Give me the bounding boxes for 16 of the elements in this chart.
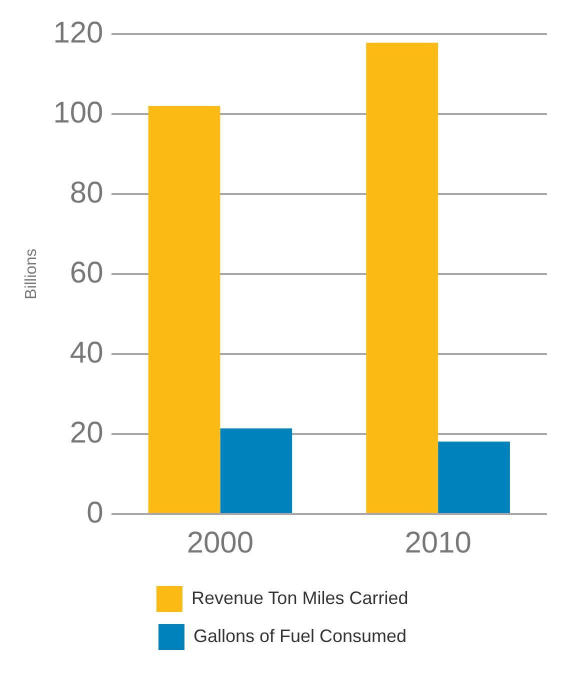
legend-label: Gallons of Fuel Consumed [193,626,407,646]
y-tick-label: 80 [70,176,104,210]
x-tick-label: 2010 [404,526,472,560]
y-tick-label: 40 [70,336,104,370]
bar [148,106,220,513]
y-tick-label: 20 [70,416,104,450]
y-tick-label: 0 [86,496,104,530]
y-tick-label: 120 [53,16,104,50]
y-tick-label: 100 [53,96,104,130]
x-tick-label: 2000 [186,526,254,560]
legend-label: Revenue Ton Miles Carried [191,588,408,608]
y-axis-title: Billions [23,248,40,300]
bar [220,428,292,513]
y-tick-label: 60 [70,256,104,290]
bar [438,442,510,513]
bar [366,42,438,513]
